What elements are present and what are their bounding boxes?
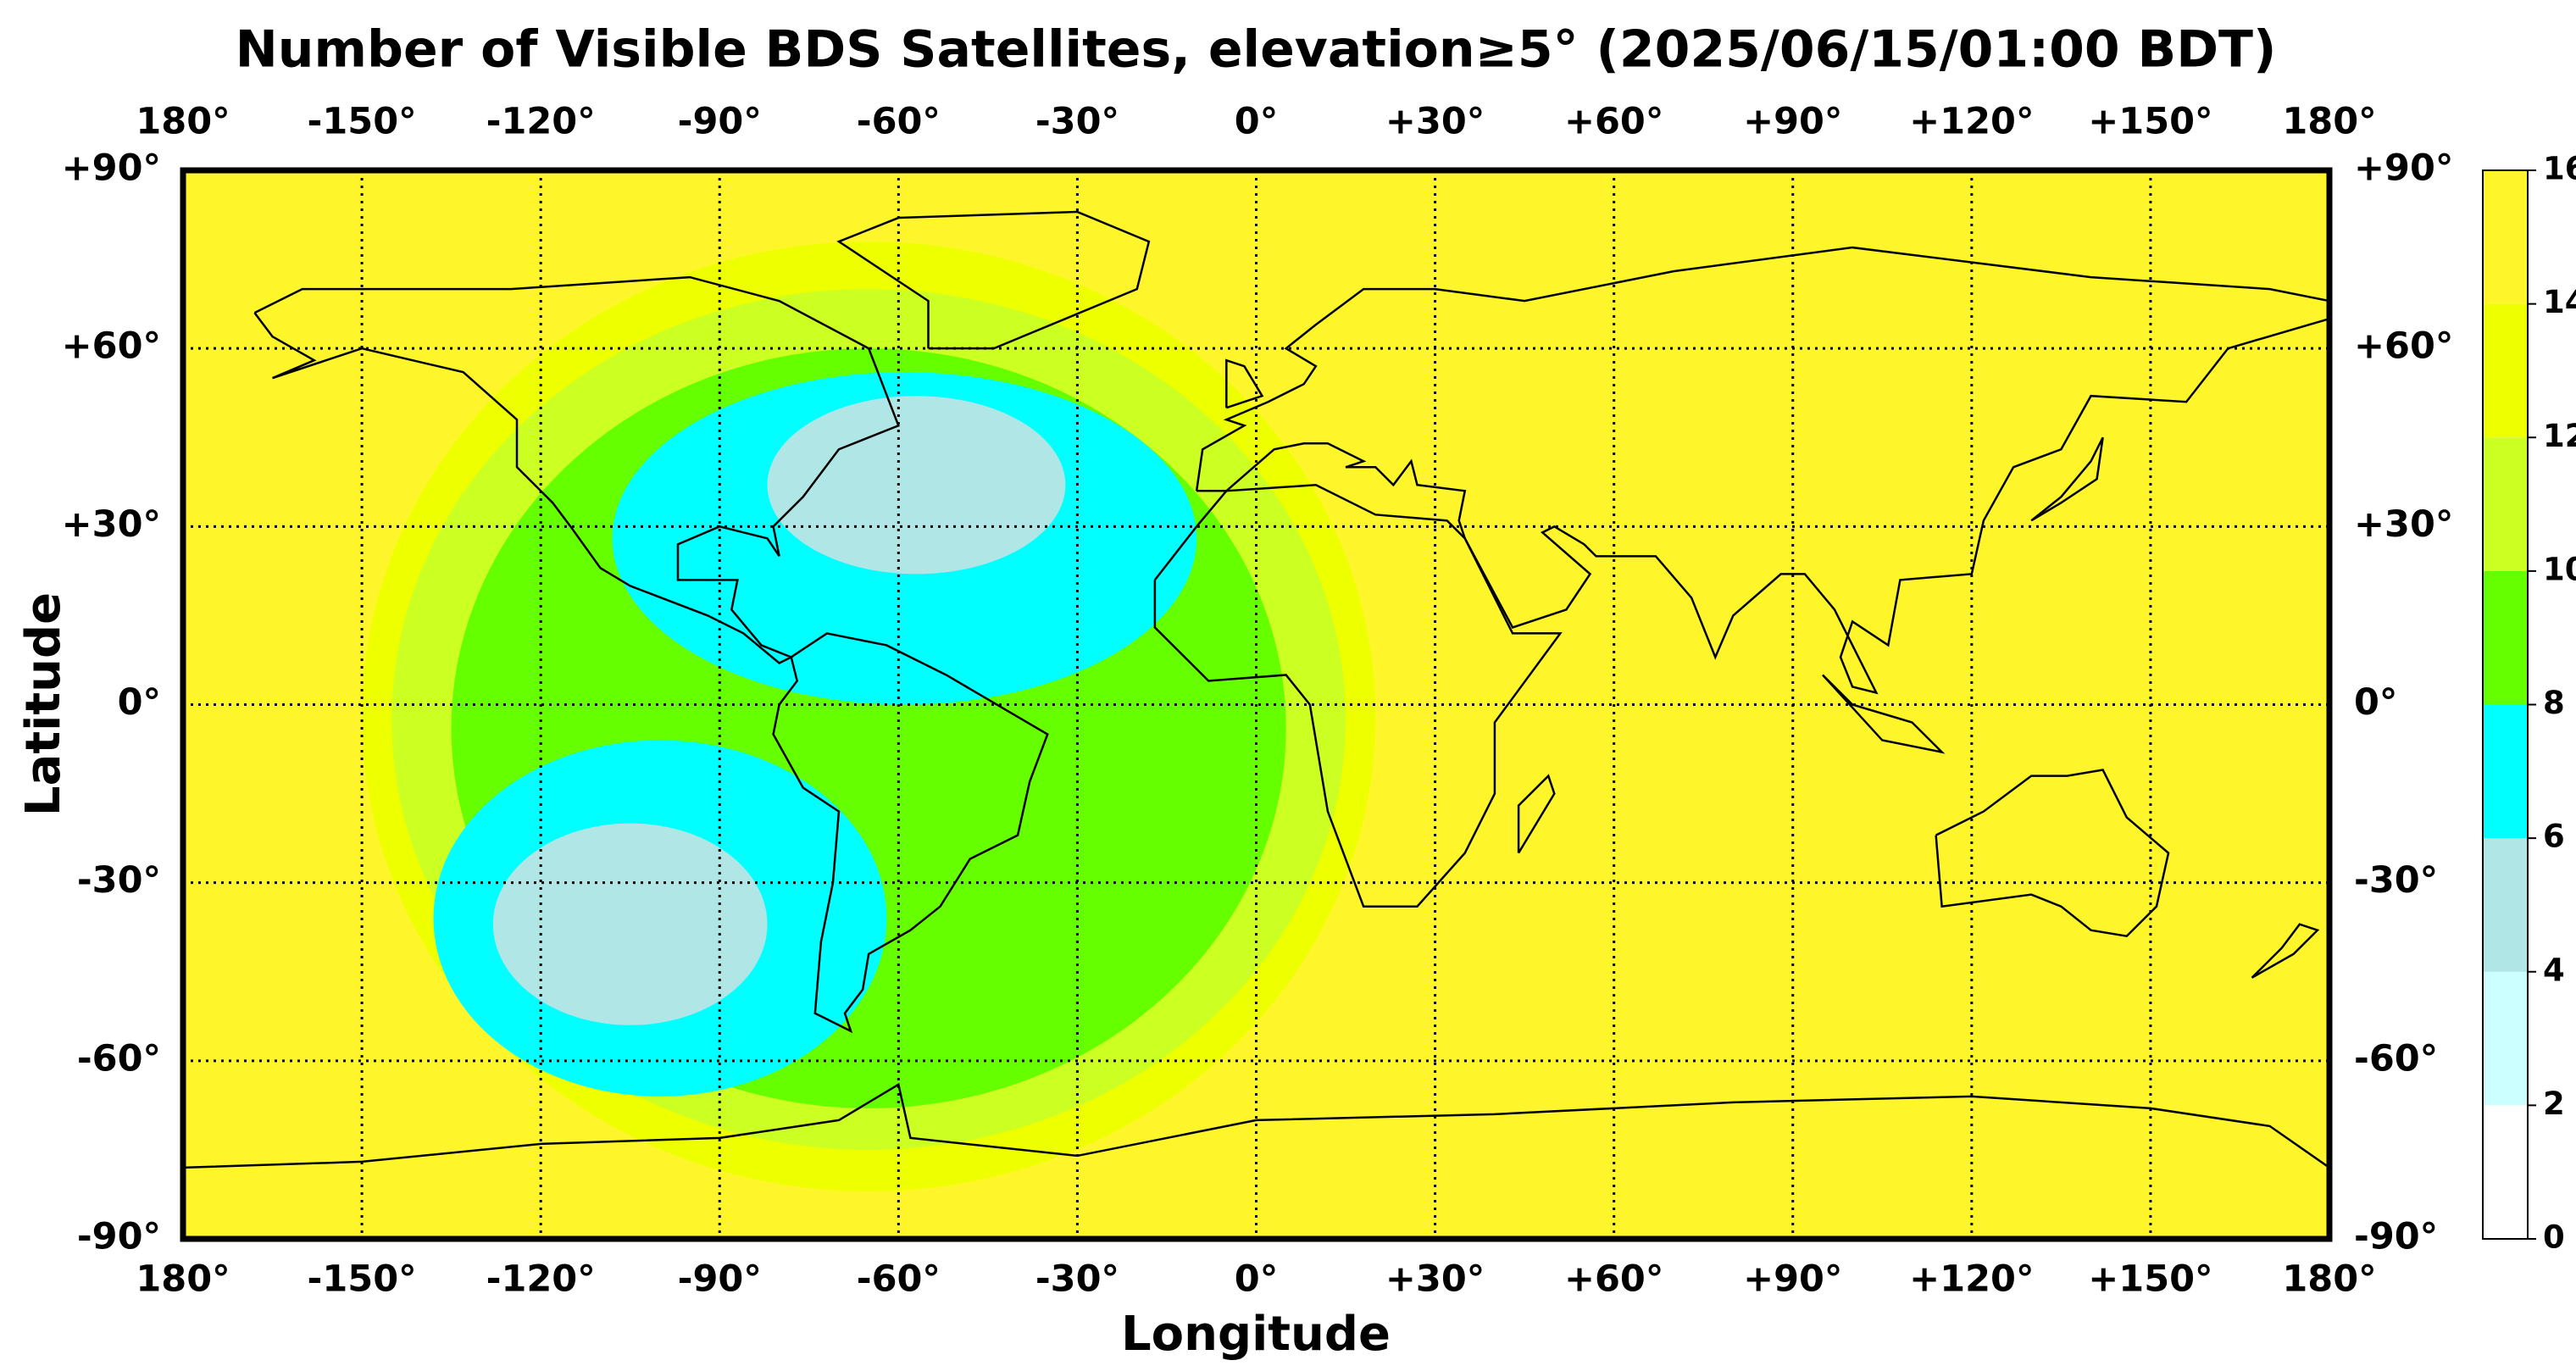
y-axis-label: Latitude (16, 592, 71, 816)
x-tick-label: 180° (2282, 101, 2376, 143)
grid (180, 167, 2333, 1242)
map-frame (180, 167, 2333, 1242)
colorbar-tick-label: 0 (2543, 1219, 2565, 1256)
x-tick-label: +120° (1909, 101, 2034, 143)
y-tick-label: +90° (62, 147, 161, 190)
colorbar-segment (2483, 437, 2528, 571)
y-tick-label: +60° (2354, 325, 2453, 368)
colorbar-tick-label: 8 (2543, 685, 2565, 721)
y-tick-label: 0° (2354, 681, 2397, 724)
map-title: Number of Visible BDS Satellites, elevat… (236, 20, 2277, 80)
coastline (1935, 769, 2170, 938)
tick-labels: 180° 180° -150° -150° -120° -120° -90° -90° -60°… (62, 101, 2454, 1301)
x-tick-label: -150° (308, 1258, 417, 1301)
x-tick-label: +60° (1564, 101, 1663, 143)
y-tick-label: -60° (77, 1037, 161, 1080)
coastline (1517, 774, 1556, 854)
x-tick-label: -90° (678, 1258, 762, 1301)
colorbar-segment (2483, 170, 2528, 304)
y-tick-label: +90° (2354, 147, 2453, 190)
x-tick-label: -150° (308, 101, 417, 143)
y-tick-label: +30° (2354, 503, 2453, 546)
level-region (767, 396, 1066, 575)
x-tick-label: -30° (1035, 101, 1119, 143)
x-tick-label: +120° (1909, 1258, 2034, 1301)
coastline (772, 632, 1049, 1034)
colorbar-tick-label: 14 (2543, 284, 2576, 320)
colorbar-tick-label: 12 (2543, 418, 2576, 454)
coastline (836, 210, 1151, 350)
colorbar-tick-label: 16 (2543, 151, 2576, 187)
x-tick-label: -120° (486, 101, 596, 143)
colorbar-tick-label: 6 (2543, 819, 2565, 855)
x-tick-label: 0° (1235, 101, 1278, 143)
coastline (253, 275, 900, 664)
colorbar-tick-label: 2 (2543, 1086, 2565, 1122)
level-region (492, 823, 768, 1025)
colorbar-segment (2483, 838, 2528, 972)
coastline (1195, 246, 2331, 695)
y-tick-label: -30° (77, 859, 161, 902)
y-tick-label: -90° (2354, 1216, 2438, 1258)
x-tick-label: 0° (1235, 1258, 1278, 1301)
coastline (1225, 358, 1264, 409)
y-tick-label: +30° (62, 503, 161, 546)
y-tick-label: -30° (2354, 859, 2438, 902)
coastline (1153, 484, 1563, 908)
x-tick-label: -120° (486, 1258, 596, 1301)
x-tick-label: +90° (1743, 101, 1842, 143)
colorbar-segment (2483, 570, 2528, 705)
x-tick-label: +90° (1743, 1258, 1842, 1301)
x-tick-label: 180° (136, 101, 230, 143)
coastline (2030, 436, 2104, 522)
colorbar-segment (2483, 303, 2528, 438)
x-tick-label: +150° (2088, 101, 2212, 143)
x-tick-label: 180° (136, 1258, 230, 1301)
x-tick-label: -90° (678, 101, 762, 143)
y-tick-label: 0° (118, 681, 161, 724)
field (183, 170, 2329, 1239)
x-axis-label: Longitude (1121, 1307, 1391, 1362)
colorbar-tick-label: 10 (2543, 551, 2576, 587)
colorbar-segment (2483, 1105, 2528, 1239)
x-tick-label: -60° (857, 1258, 941, 1301)
y-tick-label: -60° (2354, 1037, 2438, 1080)
coastline (2251, 923, 2320, 979)
x-tick-label: +60° (1564, 1258, 1663, 1301)
x-tick-label: +30° (1385, 1258, 1485, 1301)
y-tick-label: +60° (62, 325, 161, 368)
colorbar-tick-label: 4 (2543, 952, 2565, 988)
colorbar: 0 2 4 6 8 10 12 14 16 (2482, 151, 2576, 1256)
colorbar-segment (2483, 704, 2528, 839)
y-tick-label: -90° (77, 1216, 161, 1258)
colorbar-segment (2483, 971, 2528, 1106)
x-tick-label: -60° (857, 101, 941, 143)
x-tick-label: -30° (1035, 1258, 1119, 1301)
x-tick-label: 180° (2282, 1258, 2376, 1301)
coastline (1822, 674, 1946, 754)
x-tick-label: +150° (2088, 1258, 2212, 1301)
x-tick-label: +30° (1385, 101, 1485, 143)
